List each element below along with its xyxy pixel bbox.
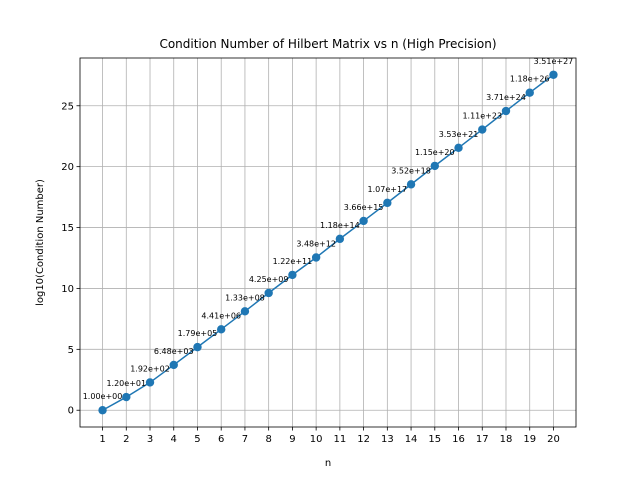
x-tick-label: 9 [289, 434, 295, 445]
data-label: 3.71e+24 [486, 93, 526, 102]
data-label: 3.53e+21 [439, 130, 479, 139]
data-point [478, 125, 487, 134]
data-label: 1.18e+26 [510, 75, 550, 84]
data-label: 1.33e+08 [225, 293, 265, 302]
data-point [311, 253, 321, 262]
data-label: 1.20e+01 [106, 379, 146, 388]
grid [80, 58, 576, 427]
x-tick-label: 14 [405, 434, 418, 445]
x-axis-ticks: 1 2 3 4 5 6 7 8 9 10 11 12 13 14 15 16 17 18 19 20 [99, 427, 560, 445]
data-point [501, 106, 511, 116]
data-point [454, 143, 463, 153]
data-point [335, 234, 345, 244]
data-label: 1.15e+20 [415, 148, 455, 157]
data-point [193, 342, 202, 352]
x-tick-label: 20 [547, 434, 560, 445]
series-line [102, 74, 554, 411]
data-label: 3.52e+18 [391, 166, 431, 175]
data-point [525, 88, 534, 97]
y-tick-label: 5 [68, 345, 74, 356]
x-tick-label: 10 [310, 434, 323, 445]
chart-title: Condition Number of Hilbert Matrix vs n … [159, 37, 496, 51]
x-tick-label: 17 [476, 434, 489, 445]
y-tick-label: 10 [61, 284, 74, 295]
data-label: 1.07e+17 [368, 185, 408, 194]
data-label: 3.51e+27 [534, 57, 574, 66]
x-tick-label: 16 [452, 434, 465, 445]
x-tick-label: 3 [147, 434, 153, 445]
data-label: 6.48e+03 [154, 347, 194, 356]
data-label: 4.41e+06 [201, 311, 241, 320]
x-tick-label: 6 [218, 434, 224, 445]
data-label: 1.00e+00 [83, 392, 123, 401]
data-labels: 1.00e+00 1.20e+01 1.92e+02 6.48e+03 1.79e+05… [83, 57, 574, 401]
y-tick-label: 0 [68, 406, 74, 417]
x-tick-label: 8 [265, 434, 271, 445]
data-point [430, 161, 439, 171]
x-tick-label: 5 [194, 434, 200, 445]
data-point [98, 406, 107, 415]
data-point [549, 70, 558, 79]
data-label: 1.92e+02 [130, 364, 170, 373]
x-tick-label: 1 [99, 434, 105, 445]
x-tick-label: 19 [523, 434, 536, 445]
x-tick-label: 12 [357, 434, 370, 445]
data-label: 1.11e+23 [462, 112, 502, 121]
data-label: 1.22e+11 [273, 257, 313, 266]
y-tick-label: 20 [61, 162, 74, 173]
y-tick-label: 15 [61, 223, 74, 234]
data-point [406, 180, 416, 189]
data-point [169, 360, 178, 370]
data-point [217, 325, 226, 334]
data-label: 4.25e+09 [249, 275, 289, 284]
data-point [240, 307, 250, 316]
y-tick-label: 25 [61, 101, 74, 112]
data-point [359, 216, 368, 226]
x-tick-label: 4 [171, 434, 177, 445]
x-tick-label: 2 [123, 434, 129, 445]
x-tick-label: 18 [500, 434, 513, 445]
y-axis-ticks: 0 5 10 15 20 25 [61, 101, 80, 417]
data-label: 3.48e+12 [296, 239, 336, 248]
x-tick-label: 11 [333, 434, 346, 445]
plot-frame [79, 57, 577, 428]
data-point [145, 378, 155, 387]
x-tick-label: 15 [428, 434, 441, 445]
data-point [122, 392, 131, 402]
x-tick-label: 13 [381, 434, 394, 445]
y-axis-label: log10(Condition Number) [35, 179, 46, 306]
data-point [288, 270, 297, 280]
data-points [98, 70, 558, 415]
x-tick-label: 7 [242, 434, 248, 445]
data-label: 1.18e+14 [320, 221, 360, 230]
data-label: 3.66e+15 [344, 203, 384, 212]
x-axis-label: n [325, 458, 331, 469]
data-point [383, 198, 392, 208]
data-label: 1.79e+05 [178, 329, 218, 338]
data-point [264, 288, 273, 298]
series-polyline [102, 74, 554, 411]
